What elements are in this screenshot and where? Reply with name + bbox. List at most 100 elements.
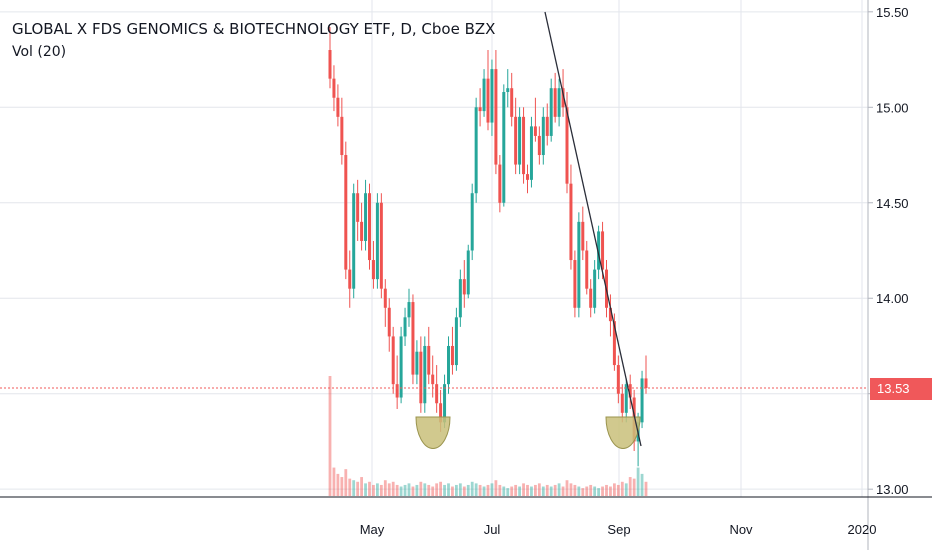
volume-bar bbox=[462, 486, 466, 496]
candle-body bbox=[545, 116, 549, 136]
candle-body bbox=[601, 231, 605, 270]
volume-bar bbox=[561, 486, 565, 496]
volume-bar bbox=[466, 484, 470, 496]
volume-bar bbox=[541, 486, 545, 496]
candle-body bbox=[395, 384, 399, 398]
volume-bar bbox=[644, 481, 648, 496]
candle-body bbox=[328, 50, 332, 79]
candle-body bbox=[356, 193, 360, 222]
y-tick-label: 14.50 bbox=[876, 196, 909, 211]
candle-body bbox=[427, 345, 431, 375]
x-tick-label: Sep bbox=[607, 522, 630, 537]
candle-body bbox=[387, 307, 391, 337]
trendline bbox=[544, 11, 642, 447]
volume-bar bbox=[439, 481, 442, 496]
bottom-marker bbox=[605, 416, 641, 449]
x-tick-label: 2020 bbox=[848, 522, 877, 537]
candle-body bbox=[431, 374, 435, 385]
volume-bar bbox=[391, 481, 395, 496]
candle-body bbox=[407, 302, 411, 318]
candle-body bbox=[541, 116, 545, 156]
candle-body bbox=[581, 221, 585, 251]
volume-bar bbox=[522, 483, 525, 496]
candle-body bbox=[506, 88, 510, 93]
volume-bar bbox=[549, 486, 553, 496]
volume-bar bbox=[510, 486, 514, 496]
y-tick-label: 13.00 bbox=[876, 482, 909, 497]
volume-bar bbox=[569, 483, 573, 496]
candle-body bbox=[419, 351, 423, 404]
volume-bar bbox=[376, 483, 379, 496]
volume-bar bbox=[616, 484, 620, 496]
volume-bar bbox=[360, 477, 363, 496]
volume-bar bbox=[395, 484, 399, 496]
candle-body bbox=[514, 116, 518, 165]
candle-body bbox=[518, 116, 522, 165]
volume-bar bbox=[332, 467, 336, 496]
candle-body bbox=[352, 193, 356, 289]
volume-bar bbox=[368, 481, 371, 496]
candle-body bbox=[494, 69, 498, 165]
volume-bar bbox=[605, 484, 608, 496]
volume-bar bbox=[451, 486, 454, 496]
y-tick-label: 15.00 bbox=[876, 100, 909, 115]
volume-bar bbox=[565, 480, 569, 496]
volume-bar bbox=[458, 483, 462, 496]
candle-body bbox=[490, 69, 494, 123]
candle-body bbox=[628, 384, 632, 398]
volume-bar bbox=[415, 484, 419, 496]
candle-body bbox=[470, 193, 474, 251]
candle-body bbox=[569, 183, 573, 261]
volume-bar bbox=[589, 484, 593, 496]
candle-body bbox=[557, 88, 561, 117]
volume-bar bbox=[557, 483, 561, 496]
candle-body bbox=[526, 174, 529, 180]
candle-body bbox=[391, 336, 395, 385]
candle-body bbox=[553, 88, 557, 117]
volume-bar bbox=[636, 467, 640, 496]
candle-body bbox=[608, 307, 612, 322]
volume-bar bbox=[581, 488, 585, 496]
volume-bar bbox=[407, 483, 411, 496]
x-tick-label: Nov bbox=[729, 522, 753, 537]
candle-body bbox=[612, 321, 616, 366]
candle-body bbox=[624, 384, 628, 413]
candle-body bbox=[593, 269, 597, 308]
volume-bar bbox=[478, 484, 482, 496]
volume-bar bbox=[336, 473, 340, 496]
volume-bar bbox=[447, 483, 450, 496]
volume-bar bbox=[399, 486, 403, 496]
candle-body bbox=[423, 345, 427, 404]
volume-bar bbox=[352, 480, 356, 496]
volume-bars bbox=[328, 376, 648, 496]
volume-bar bbox=[577, 486, 581, 496]
x-tick-label: Jul bbox=[484, 522, 501, 537]
volume-bar bbox=[585, 486, 589, 496]
candlesticks bbox=[328, 27, 648, 467]
volume-bar bbox=[624, 483, 628, 496]
x-tick-label: May bbox=[360, 522, 385, 537]
candle-body bbox=[435, 384, 439, 404]
volume-bar bbox=[502, 486, 506, 496]
volume-bar bbox=[379, 484, 383, 496]
volume-bar bbox=[348, 478, 352, 496]
candle-body bbox=[577, 221, 581, 308]
candle-body bbox=[565, 107, 569, 184]
volume-bar bbox=[419, 481, 423, 496]
candle-body bbox=[336, 97, 340, 117]
candle-body bbox=[462, 279, 466, 295]
volume-bar bbox=[640, 473, 644, 496]
candle-body bbox=[502, 92, 506, 203]
time-axis-labels: May Jul Sep Nov 2020 bbox=[360, 522, 877, 537]
volume-bar bbox=[443, 484, 446, 496]
volume-bar bbox=[411, 486, 415, 496]
volume-bar bbox=[364, 483, 367, 496]
volume-bar bbox=[593, 486, 597, 496]
candle-body bbox=[411, 302, 415, 375]
candle-body bbox=[360, 221, 364, 241]
candle-body bbox=[466, 250, 470, 295]
volume-bar bbox=[530, 486, 533, 496]
candle-body bbox=[368, 193, 371, 261]
candle-body bbox=[344, 155, 348, 270]
